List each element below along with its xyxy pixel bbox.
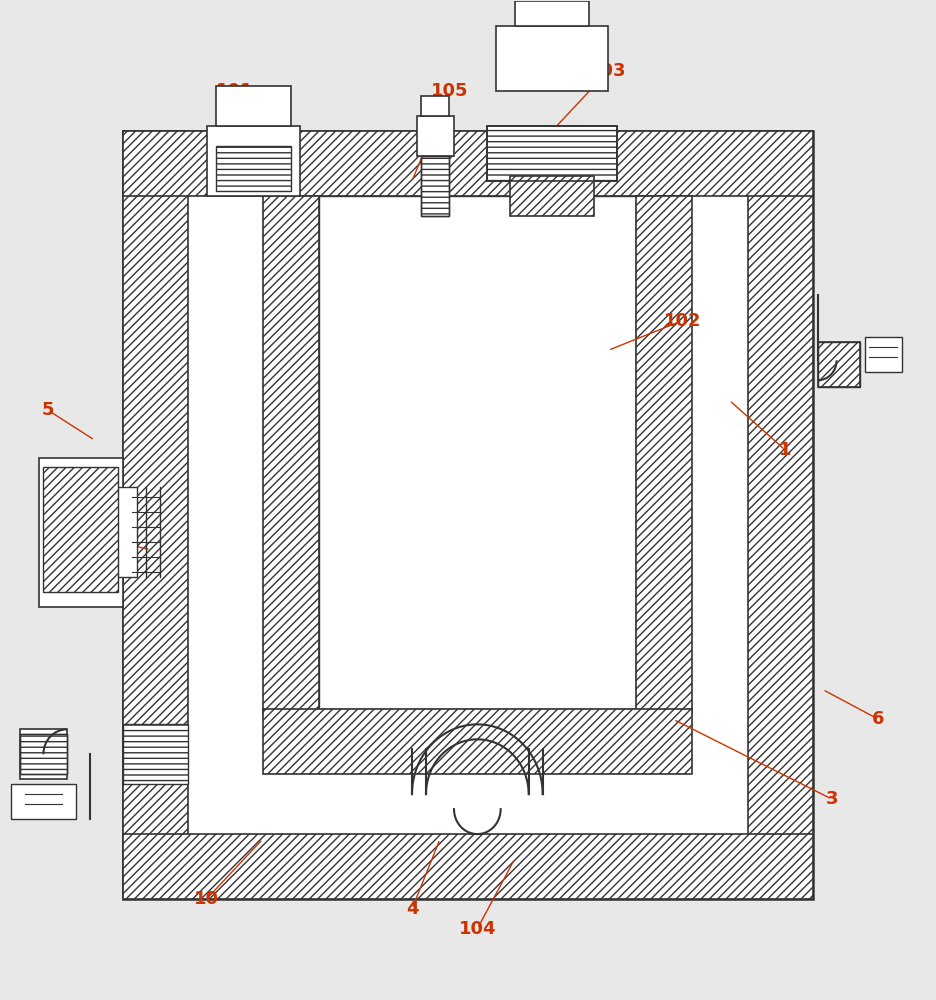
Bar [123, 131, 813, 899]
Bar [263, 709, 692, 774]
Text: 2: 2 [61, 521, 73, 539]
Text: 101: 101 [216, 82, 254, 100]
Text: 102: 102 [664, 312, 701, 330]
Bar [421, 96, 449, 116]
Bar [748, 131, 813, 899]
Bar [123, 834, 813, 899]
Text: 103: 103 [590, 62, 627, 80]
Bar [417, 116, 454, 156]
Bar [20, 734, 66, 774]
Text: 3: 3 [826, 790, 839, 808]
Bar [20, 734, 66, 774]
Bar [515, 1, 590, 26]
Bar [487, 126, 618, 181]
Bar [636, 196, 692, 714]
Bar [20, 729, 66, 779]
Text: 1: 1 [779, 441, 792, 459]
Text: 10: 10 [194, 890, 219, 908]
Bar [421, 156, 449, 216]
Bar [216, 86, 291, 126]
Bar [818, 342, 860, 387]
Bar [38, 458, 123, 607]
Bar [510, 176, 594, 216]
Bar [43, 467, 118, 592]
Bar [113, 487, 137, 577]
Bar [10, 784, 76, 819]
Bar [421, 156, 449, 216]
Bar [487, 126, 618, 181]
Text: 5: 5 [42, 401, 54, 419]
Text: 4: 4 [406, 900, 418, 918]
Text: 104: 104 [459, 920, 496, 938]
Bar [263, 196, 318, 714]
Bar [216, 146, 291, 191]
Bar [496, 26, 608, 91]
Bar [865, 337, 902, 372]
Text: 105: 105 [431, 82, 468, 100]
Bar [123, 724, 188, 784]
Bar [123, 131, 813, 196]
Bar [818, 342, 860, 387]
Text: 6: 6 [872, 710, 885, 728]
Bar [123, 131, 188, 899]
Bar [318, 196, 636, 709]
Bar [207, 126, 300, 196]
